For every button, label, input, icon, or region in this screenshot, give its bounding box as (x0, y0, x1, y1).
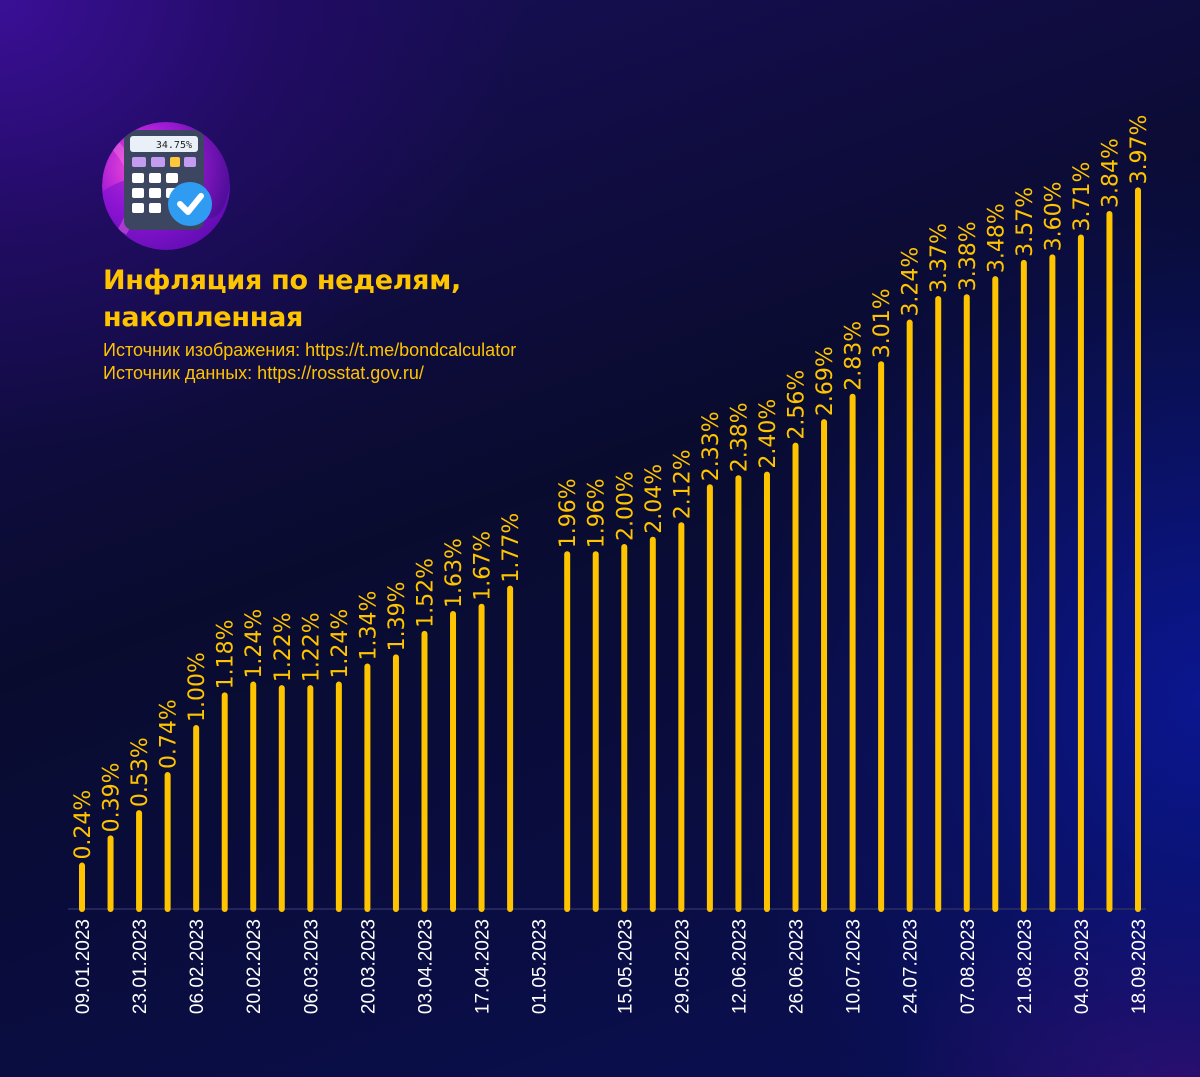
page-title: Инфляция по неделям, накопленная (103, 262, 461, 336)
value-label-20.02.2023: 1.24% (242, 609, 267, 679)
x-tick-label-20.02.2023: 20.02.2023 (244, 919, 265, 1014)
calculator-display-text: 34.75% (156, 140, 192, 151)
x-tick-label-09.01.2023: 09.01.2023 (73, 919, 94, 1014)
x-tick-label-06.02.2023: 06.02.2023 (187, 919, 208, 1014)
check-badge-icon (168, 182, 212, 226)
value-label-03.05.2023: 1.96% (556, 478, 581, 548)
value-label-23.01.2023: 0.53% (128, 737, 153, 807)
value-label-17.04.2023: 1.67% (471, 531, 496, 601)
value-label-16.01.2023: 0.39% (100, 763, 125, 833)
value-label-03.04.2023: 1.52% (413, 558, 438, 628)
value-label-06.03.2023: 1.22% (299, 612, 324, 682)
title-line-2: накопленная (103, 302, 304, 333)
image-source-text: Источник изображения: https://t.me/bondc… (103, 340, 517, 360)
x-tick-label-18.09.2023: 18.09.2023 (1129, 919, 1150, 1014)
x-tick-label-24.07.2023: 24.07.2023 (901, 919, 922, 1014)
value-label-28.08.2023: 3.60% (1041, 182, 1066, 252)
x-tick-label-01.05.2023: 01.05.2023 (530, 919, 551, 1014)
value-label-31.07.2023: 3.37% (927, 223, 952, 293)
value-label-19.06.2023: 2.40% (756, 399, 781, 469)
value-label-20.03.2023: 1.34% (356, 591, 381, 661)
value-label-12.06.2023: 2.38% (727, 402, 752, 472)
value-label-21.08.2023: 3.57% (1013, 187, 1038, 257)
title-line-1: Инфляция по неделям, (103, 265, 461, 296)
x-tick-label-10.07.2023: 10.07.2023 (844, 919, 865, 1014)
x-tick-label-26.06.2023: 26.06.2023 (787, 919, 808, 1014)
value-label-13.02.2023: 1.18% (214, 620, 239, 690)
value-label-11.09.2023: 3.84% (1098, 138, 1123, 208)
x-tick-label-03.04.2023: 03.04.2023 (415, 919, 436, 1014)
value-label-15.05.2023: 2.00% (613, 471, 638, 541)
value-label-05.06.2023: 2.33% (699, 411, 724, 481)
value-label-29.05.2023: 2.12% (670, 449, 695, 519)
x-tick-label-23.01.2023: 23.01.2023 (130, 919, 151, 1014)
value-label-17.07.2023: 3.01% (870, 288, 895, 358)
value-label-10.07.2023: 2.83% (842, 321, 867, 391)
x-tick-label-04.09.2023: 04.09.2023 (1072, 919, 1093, 1014)
value-label-03.07.2023: 2.69% (813, 346, 838, 416)
value-label-10.04.2023: 1.63% (442, 538, 467, 608)
value-label-06.02.2023: 1.00% (185, 652, 210, 722)
data-source-text: Источник данных: https://rosstat.gov.ru/ (103, 363, 424, 383)
value-label-09.01.2023: 0.24% (71, 790, 96, 860)
x-tick-label-21.08.2023: 21.08.2023 (1015, 919, 1036, 1014)
value-label-14.08.2023: 3.48% (984, 203, 1009, 273)
x-tick-label-07.08.2023: 07.08.2023 (958, 919, 979, 1014)
x-tick-label-12.06.2023: 12.06.2023 (729, 919, 750, 1014)
value-label-10.05.2023: 1.96% (585, 478, 610, 548)
calculator-logo: 34.75% (102, 122, 230, 250)
value-label-27.02.2023: 1.22% (271, 612, 296, 682)
x-tick-label-17.04.2023: 17.04.2023 (473, 919, 494, 1014)
value-label-24.04.2023: 1.77% (499, 513, 524, 583)
value-label-26.06.2023: 2.56% (785, 370, 810, 440)
value-label-22.05.2023: 2.04% (642, 464, 667, 534)
value-label-27.03.2023: 1.39% (385, 582, 410, 652)
value-label-18.09.2023: 3.97% (1127, 115, 1152, 185)
value-label-30.01.2023: 0.74% (157, 699, 182, 769)
value-label-07.08.2023: 3.38% (956, 221, 981, 291)
x-tick-label-20.03.2023: 20.03.2023 (358, 919, 379, 1014)
x-tick-label-15.05.2023: 15.05.2023 (615, 919, 636, 1014)
value-label-04.09.2023: 3.71% (1070, 162, 1095, 232)
x-tick-label-06.03.2023: 06.03.2023 (301, 919, 322, 1014)
value-label-13.03.2023: 1.24% (328, 609, 353, 679)
x-tick-label-29.05.2023: 29.05.2023 (672, 919, 693, 1014)
value-label-24.07.2023: 3.24% (899, 247, 924, 317)
